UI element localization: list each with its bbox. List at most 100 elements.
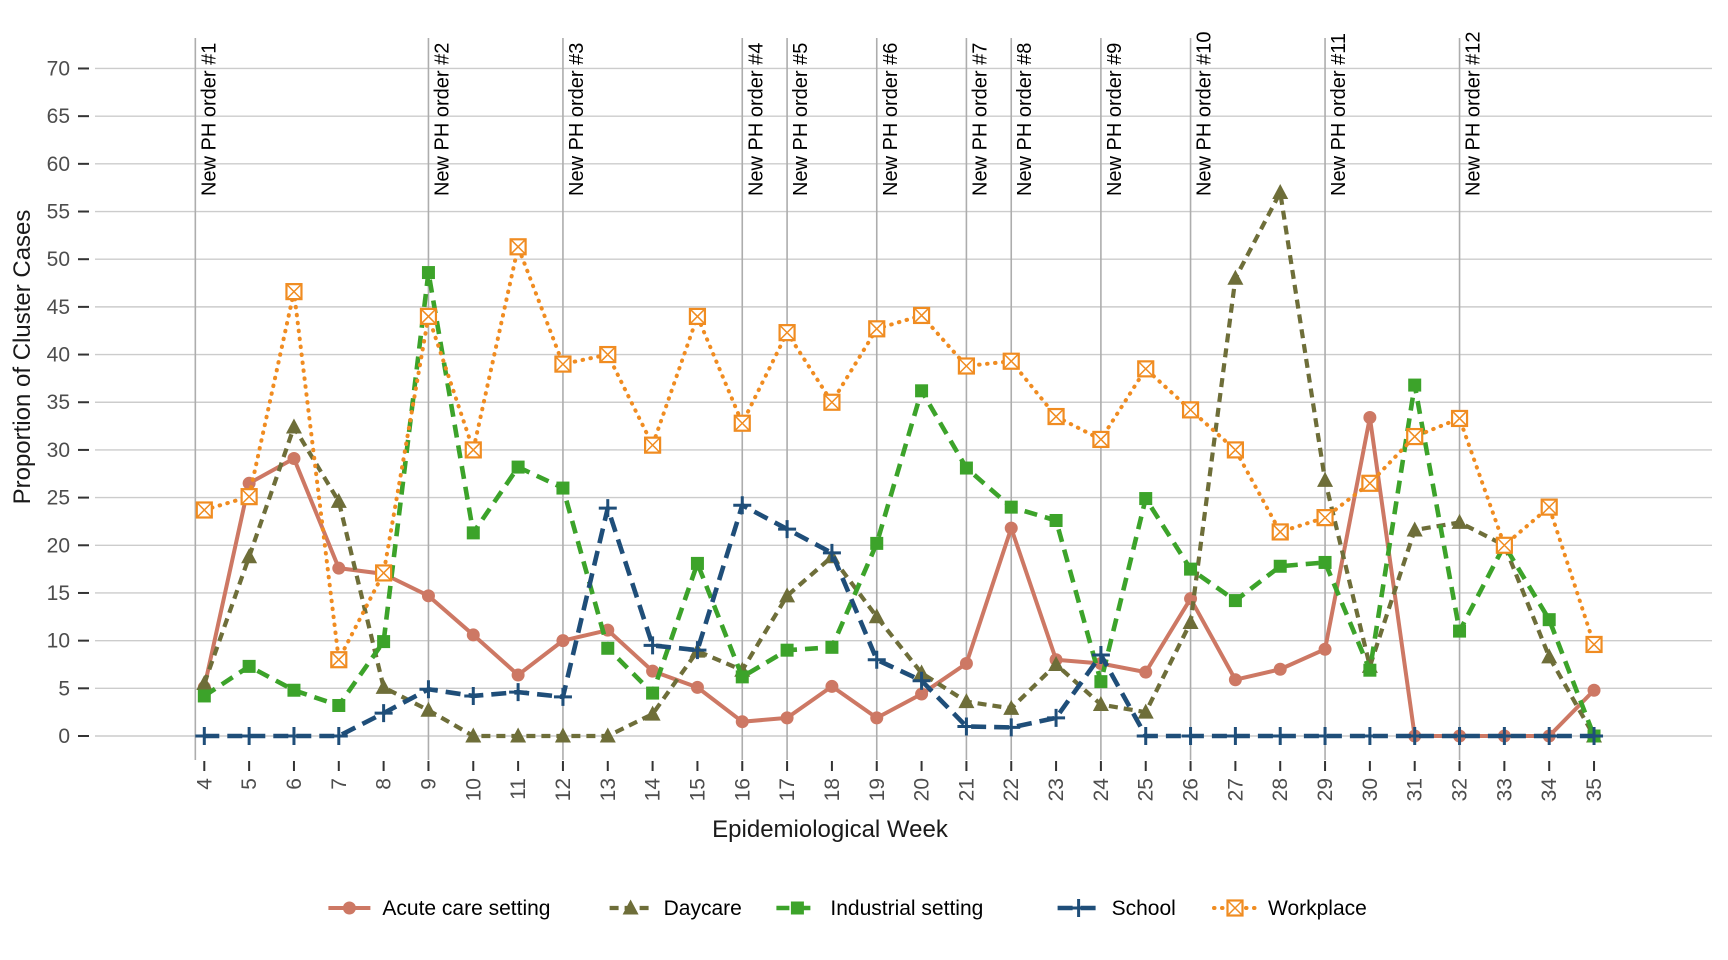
- marker-acute-care-setting: [332, 561, 346, 575]
- y-tick-label: 5: [58, 677, 70, 700]
- ph-order-label: New PH order #7: [969, 43, 991, 196]
- marker-workplace: [779, 324, 796, 341]
- x-tick-label: 19: [866, 778, 889, 801]
- marker-school: [688, 641, 707, 660]
- marker-industrial-setting: [780, 643, 794, 657]
- marker-workplace: [734, 415, 751, 432]
- x-tick-label: 20: [911, 778, 934, 801]
- marker-acute-care-setting: [1273, 662, 1287, 676]
- marker-daycare: [1003, 699, 1020, 715]
- marker-acute-care-setting: [870, 711, 884, 725]
- marker-school: [329, 727, 348, 745]
- x-tick-label: 31: [1404, 778, 1427, 801]
- ph-order-label: New PH order #9: [1104, 43, 1126, 196]
- marker-industrial-setting: [1453, 624, 1467, 638]
- marker-acute-care-setting: [959, 657, 973, 671]
- series-industrial-setting: [197, 266, 1601, 743]
- marker-school: [1181, 727, 1200, 745]
- series-line-acute-care-setting: [202, 415, 1596, 738]
- x-axis-title: Epidemiological Week: [712, 816, 949, 843]
- marker-acute-care-setting: [1363, 410, 1377, 424]
- marker-daycare: [510, 727, 527, 743]
- marker-school: [553, 687, 572, 706]
- marker-acute-care-setting: [1228, 673, 1242, 687]
- marker-acute-care-setting: [825, 679, 839, 693]
- y-tick-label: 45: [47, 296, 70, 319]
- marker-legend-workplace: [1226, 899, 1244, 917]
- marker-workplace: [644, 437, 661, 454]
- legend-item-acute-care-setting: Acute care setting: [328, 897, 550, 920]
- marker-school: [1226, 727, 1245, 745]
- y-tick-label: 15: [47, 582, 70, 605]
- marker-daycare: [554, 727, 571, 743]
- marker-daycare: [1272, 183, 1289, 199]
- legend-item-school: School: [1057, 897, 1176, 920]
- marker-industrial-setting: [466, 526, 480, 540]
- marker-acute-care-setting: [556, 634, 570, 648]
- marker-daycare: [1406, 521, 1423, 537]
- y-tick-label: 0: [58, 725, 70, 748]
- ph-order-label: New PH order #10: [1194, 31, 1216, 196]
- marker-daycare: [1541, 648, 1558, 664]
- x-tick-label: 6: [283, 778, 306, 790]
- marker-workplace: [1227, 441, 1244, 458]
- marker-acute-care-setting: [466, 628, 480, 642]
- marker-legend-acute-care-setting: [342, 901, 356, 915]
- marker-workplace: [1182, 401, 1199, 418]
- marker-industrial-setting: [1004, 500, 1018, 514]
- y-tick-label: 50: [47, 248, 70, 271]
- marker-workplace: [1092, 431, 1109, 448]
- legend-item-workplace: Workplace: [1212, 897, 1367, 920]
- ph-order-label: New PH order #3: [566, 43, 588, 196]
- marker-workplace: [465, 441, 482, 458]
- x-tick-label: 9: [417, 778, 440, 790]
- marker-daycare: [1048, 655, 1065, 671]
- legend: Acute care setting Daycare Industrial sett…: [328, 897, 1367, 920]
- marker-school: [1271, 727, 1290, 745]
- legend-label: School: [1112, 897, 1176, 920]
- marker-school: [1405, 727, 1424, 745]
- ph-order-lines-group: [194, 38, 1461, 760]
- y-tick-label: 70: [47, 57, 70, 80]
- marker-school: [1450, 727, 1469, 745]
- y-tick-label: 30: [47, 439, 70, 462]
- x-tick-label: 30: [1359, 778, 1382, 801]
- marker-workplace: [1317, 509, 1334, 526]
- marker-workplace: [958, 357, 975, 375]
- ph-order-label: New PH order #1: [198, 43, 220, 196]
- marker-workplace: [1585, 636, 1603, 653]
- ph-order-labels-group: New PH order #1 New PH order #2 New PH ord…: [198, 31, 1484, 196]
- marker-school: [957, 717, 976, 736]
- marker-industrial-setting: [1273, 559, 1287, 573]
- marker-industrial-setting: [556, 481, 570, 495]
- marker-school: [1091, 645, 1110, 664]
- marker-school: [1360, 727, 1379, 745]
- marker-workplace: [510, 238, 527, 255]
- x-tick-label: 12: [552, 778, 575, 801]
- marker-workplace: [375, 564, 392, 581]
- ph-order-label: New PH order #12: [1463, 31, 1485, 196]
- marker-school: [240, 727, 259, 745]
- x-tick-label: 22: [1000, 778, 1023, 801]
- marker-acute-care-setting: [646, 664, 660, 678]
- marker-workplace: [1048, 408, 1065, 425]
- marker-school: [1047, 708, 1066, 727]
- marker-school: [195, 727, 214, 745]
- series-line-workplace: [202, 244, 1597, 662]
- marker-acute-care-setting: [690, 680, 704, 694]
- marker-school: [464, 686, 483, 705]
- marker-acute-care-setting: [287, 452, 301, 466]
- marker-industrial-setting: [1228, 594, 1242, 608]
- x-tick-label: 5: [238, 778, 261, 790]
- y-axis-title: Proportion of Cluster Cases: [9, 210, 36, 505]
- marker-acute-care-setting: [421, 589, 435, 603]
- marker-industrial-setting: [1363, 663, 1377, 677]
- marker-school: [284, 727, 303, 745]
- marker-workplace: [1541, 499, 1558, 516]
- marker-industrial-setting: [1408, 378, 1422, 392]
- marker-industrial-setting: [1094, 675, 1108, 689]
- x-tick-label: 26: [1180, 778, 1203, 801]
- marker-workplace: [1272, 523, 1289, 540]
- marker-workplace: [330, 651, 347, 668]
